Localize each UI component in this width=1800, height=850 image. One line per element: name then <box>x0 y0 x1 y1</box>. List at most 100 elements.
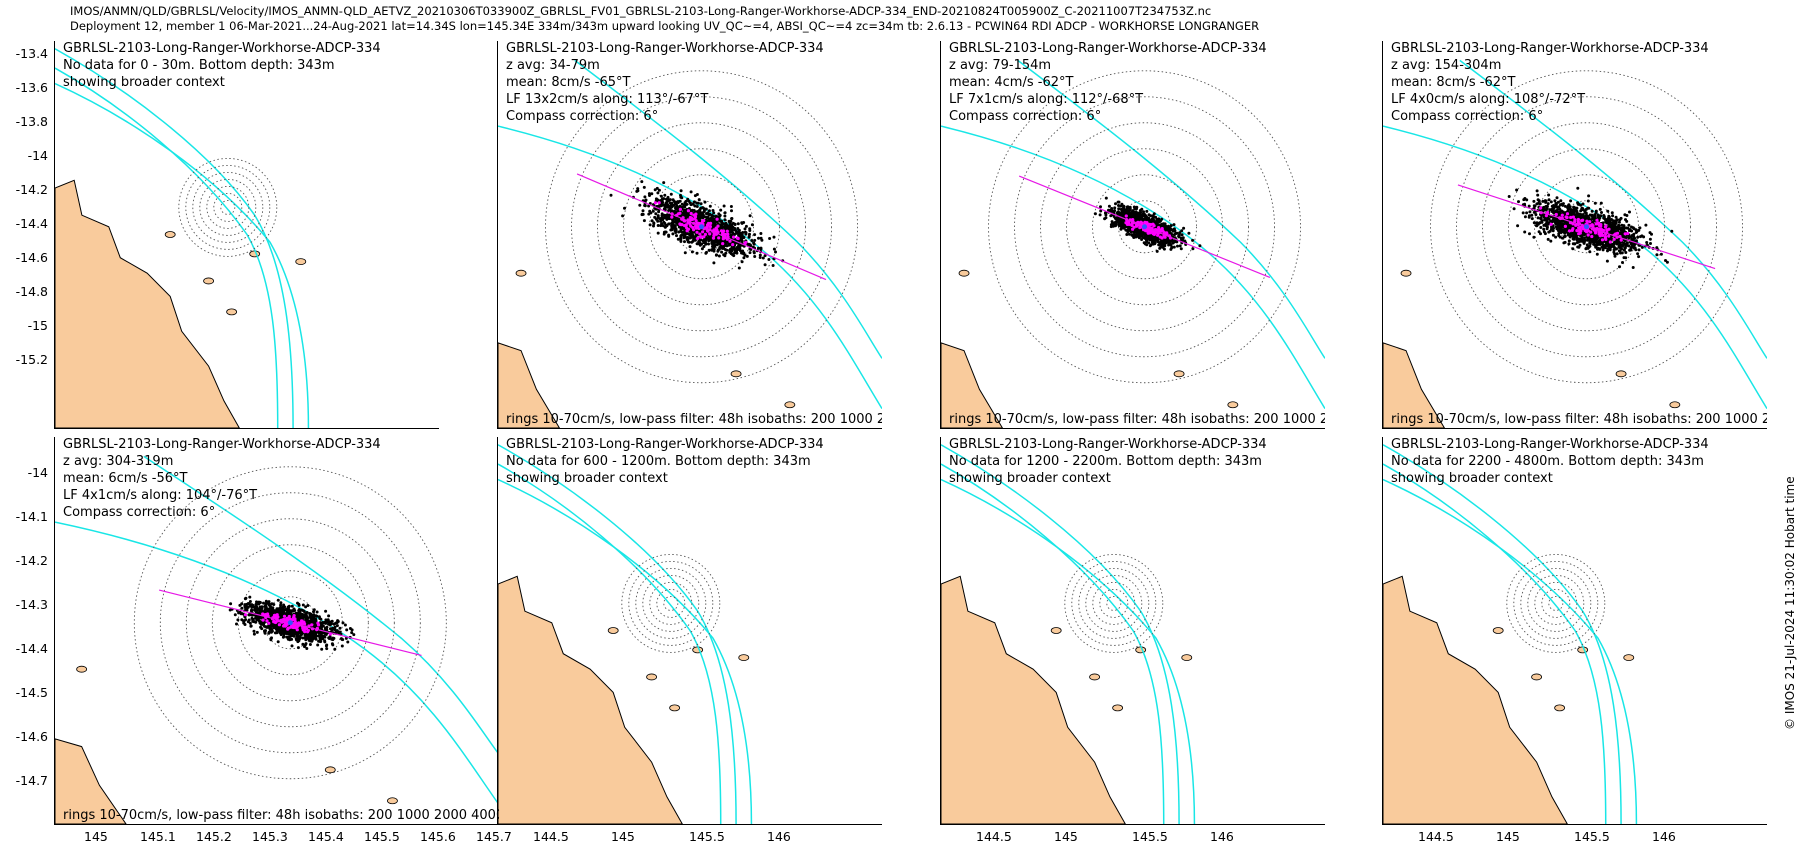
velocity-point <box>1176 244 1179 248</box>
lowpass-point <box>1127 222 1131 226</box>
velocity-point <box>689 203 693 207</box>
annotation-line: LF 4x0cm/s along: 108°/-72°T <box>1391 92 1586 107</box>
velocity-point <box>683 240 686 244</box>
lowpass-point <box>1571 215 1575 219</box>
map-panel-1: GBRLSL-2103-Long-Ranger-Workhorse-ADCP-3… <box>54 41 439 429</box>
velocity-point <box>723 218 727 222</box>
velocity-point <box>740 250 744 254</box>
velocity-point <box>686 237 690 241</box>
velocity-point <box>1128 215 1132 219</box>
velocity-point <box>1593 213 1597 217</box>
lowpass-point <box>717 236 721 240</box>
velocity-point <box>744 230 747 234</box>
velocity-point <box>730 217 734 220</box>
velocity-point <box>676 237 680 241</box>
speed-ring <box>1040 122 1249 332</box>
speed-ring <box>159 492 421 754</box>
velocity-point <box>1627 223 1631 227</box>
velocity-point <box>1173 229 1177 233</box>
lowpass-point <box>736 236 740 241</box>
lowpass-point <box>1597 227 1601 231</box>
velocity-point <box>743 227 747 231</box>
lowpass-point <box>1600 238 1605 242</box>
lowpass-point <box>721 237 725 241</box>
map-panel-2: GBRLSL-2103-Long-Ranger-Workhorse-ADCP-3… <box>497 41 882 429</box>
isobath-line <box>498 125 882 410</box>
velocity-point <box>1099 205 1102 209</box>
velocity-point <box>700 247 704 251</box>
velocity-point <box>1114 202 1117 206</box>
velocity-point <box>774 250 777 254</box>
velocity-point <box>714 253 718 257</box>
velocity-point <box>1664 259 1667 262</box>
panel-footer-note: rings 10-70cm/s, low-pass filter: 48h is… <box>949 412 1325 427</box>
velocity-point <box>1135 205 1139 209</box>
lowpass-point <box>1131 227 1135 231</box>
speed-ring <box>185 164 271 250</box>
velocity-point <box>697 218 701 222</box>
velocity-point <box>638 203 642 207</box>
lowpass-point <box>686 209 690 213</box>
velocity-point <box>685 214 689 218</box>
velocity-point <box>1542 230 1546 234</box>
velocity-point <box>1559 199 1563 203</box>
velocity-point <box>1132 236 1136 239</box>
velocity-point <box>1544 217 1548 221</box>
velocity-point <box>704 251 708 255</box>
velocity-point <box>735 248 739 251</box>
velocity-point <box>1618 231 1622 235</box>
velocity-point <box>662 220 666 224</box>
velocity-point <box>1585 246 1589 250</box>
velocity-point <box>1609 245 1613 249</box>
isobath-line <box>574 59 882 359</box>
velocity-point <box>1180 236 1183 240</box>
velocity-point <box>1535 189 1539 193</box>
annotation-line: GBRLSL-2103-Long-Ranger-Workhorse-ADCP-3… <box>1391 41 1709 56</box>
velocity-point <box>1571 247 1575 251</box>
velocity-point <box>1125 233 1129 236</box>
velocity-point <box>1151 214 1155 218</box>
velocity-point <box>1567 224 1570 228</box>
velocity-point <box>1536 216 1540 220</box>
velocity-point <box>1627 236 1631 240</box>
isobath-line <box>143 455 499 755</box>
velocity-point <box>656 191 660 195</box>
velocity-point <box>693 194 697 198</box>
velocity-point <box>1547 230 1551 234</box>
lowpass-point <box>1165 231 1169 235</box>
velocity-point <box>1559 224 1563 228</box>
velocity-point <box>712 249 716 253</box>
lowpass-point <box>1161 229 1165 233</box>
velocity-point <box>687 240 691 244</box>
velocity-point <box>1617 249 1621 253</box>
speed-ring <box>206 185 250 229</box>
speed-ring <box>1482 122 1691 332</box>
island-shape <box>164 231 176 238</box>
velocity-point <box>667 214 671 218</box>
mean-marker <box>1584 224 1590 230</box>
velocity-point <box>1588 239 1592 243</box>
velocity-point <box>1613 254 1617 258</box>
velocity-point <box>702 207 706 211</box>
velocity-point <box>344 636 348 640</box>
lowpass-point <box>1539 206 1543 210</box>
velocity-point <box>1576 213 1580 217</box>
lowpass-point <box>1601 233 1605 237</box>
velocity-point <box>623 206 626 210</box>
lowpass-point <box>1589 230 1593 234</box>
velocity-point <box>661 200 665 204</box>
lowpass-point <box>1152 224 1156 228</box>
velocity-point <box>1149 214 1153 218</box>
velocity-point <box>648 209 652 213</box>
velocity-point <box>1636 252 1640 256</box>
velocity-point <box>1141 212 1145 216</box>
velocity-point <box>688 245 692 249</box>
velocity-point <box>1562 235 1566 239</box>
velocity-point <box>654 197 658 201</box>
velocity-point <box>1198 244 1202 248</box>
annotation-line: z avg: 79-154m <box>949 58 1052 73</box>
lowpass-point <box>711 236 716 240</box>
velocity-point <box>1554 225 1558 229</box>
velocity-point <box>1568 205 1572 209</box>
island-shape <box>249 250 261 258</box>
